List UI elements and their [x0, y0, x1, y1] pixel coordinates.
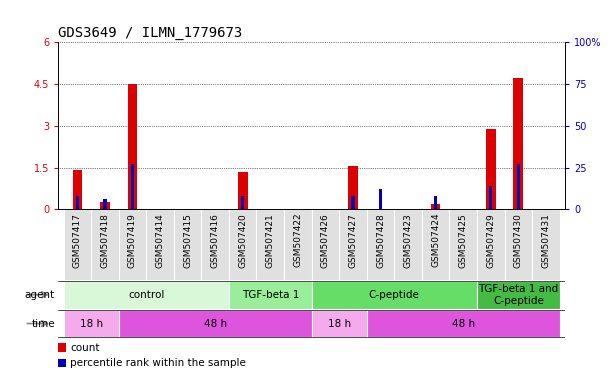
- Bar: [174, 209, 202, 280]
- Bar: [146, 209, 174, 280]
- Text: GSM507426: GSM507426: [321, 213, 330, 268]
- Text: GSM507414: GSM507414: [156, 213, 164, 268]
- Bar: [64, 310, 119, 337]
- Bar: [477, 281, 560, 309]
- Text: GSM507428: GSM507428: [376, 213, 385, 268]
- Bar: [128, 84, 137, 209]
- Text: GSM507423: GSM507423: [404, 213, 412, 268]
- Text: GSM507429: GSM507429: [486, 213, 496, 268]
- Bar: [431, 204, 441, 209]
- Bar: [312, 281, 477, 309]
- Bar: [394, 209, 422, 280]
- Bar: [486, 129, 496, 209]
- Text: TGF-beta 1 and
C-peptide: TGF-beta 1 and C-peptide: [478, 284, 558, 306]
- Bar: [312, 310, 367, 337]
- Bar: [489, 186, 492, 209]
- Text: GSM507431: GSM507431: [541, 213, 551, 268]
- Text: control: control: [128, 290, 164, 300]
- Text: GSM507415: GSM507415: [183, 213, 192, 268]
- Bar: [348, 166, 358, 209]
- Bar: [238, 172, 247, 209]
- Text: GSM507425: GSM507425: [459, 213, 467, 268]
- Text: 48 h: 48 h: [452, 318, 475, 329]
- Bar: [64, 281, 229, 309]
- Text: 48 h: 48 h: [203, 318, 227, 329]
- Bar: [119, 310, 312, 337]
- Bar: [100, 202, 110, 209]
- Text: percentile rank within the sample: percentile rank within the sample: [70, 358, 246, 368]
- Bar: [91, 209, 119, 280]
- Bar: [434, 196, 437, 209]
- Bar: [229, 281, 312, 309]
- Text: C-peptide: C-peptide: [369, 290, 420, 300]
- Text: TGF-beta 1: TGF-beta 1: [241, 290, 299, 300]
- Bar: [339, 209, 367, 280]
- Bar: [119, 209, 146, 280]
- Text: GDS3649 / ILMN_1779673: GDS3649 / ILMN_1779673: [58, 26, 243, 40]
- Bar: [379, 189, 382, 209]
- Bar: [450, 209, 477, 280]
- Text: GSM507424: GSM507424: [431, 213, 440, 268]
- Bar: [64, 209, 91, 280]
- Text: time: time: [31, 318, 55, 329]
- Text: agent: agent: [25, 290, 55, 300]
- Text: 18 h: 18 h: [327, 318, 351, 329]
- Text: GSM507416: GSM507416: [211, 213, 219, 268]
- Text: GSM507418: GSM507418: [100, 213, 109, 268]
- Text: 18 h: 18 h: [79, 318, 103, 329]
- Bar: [131, 164, 134, 209]
- Bar: [532, 209, 560, 280]
- Text: GSM507422: GSM507422: [293, 213, 302, 268]
- Text: GSM507430: GSM507430: [514, 213, 523, 268]
- Text: GSM507427: GSM507427: [348, 213, 357, 268]
- Text: GSM507417: GSM507417: [73, 213, 82, 268]
- Bar: [76, 196, 79, 209]
- Bar: [505, 209, 532, 280]
- Bar: [477, 209, 505, 280]
- Bar: [257, 209, 284, 280]
- Bar: [312, 209, 339, 280]
- Text: GSM507421: GSM507421: [266, 213, 275, 268]
- Text: GSM507419: GSM507419: [128, 213, 137, 268]
- Bar: [517, 164, 520, 209]
- Bar: [513, 78, 523, 209]
- Bar: [351, 196, 354, 209]
- Bar: [73, 170, 82, 209]
- Bar: [422, 209, 450, 280]
- Text: count: count: [70, 343, 100, 353]
- Bar: [241, 196, 244, 209]
- Bar: [202, 209, 229, 280]
- Bar: [367, 310, 560, 337]
- Bar: [229, 209, 257, 280]
- Text: GSM507420: GSM507420: [238, 213, 247, 268]
- Bar: [367, 209, 394, 280]
- Bar: [284, 209, 312, 280]
- Bar: [103, 199, 106, 209]
